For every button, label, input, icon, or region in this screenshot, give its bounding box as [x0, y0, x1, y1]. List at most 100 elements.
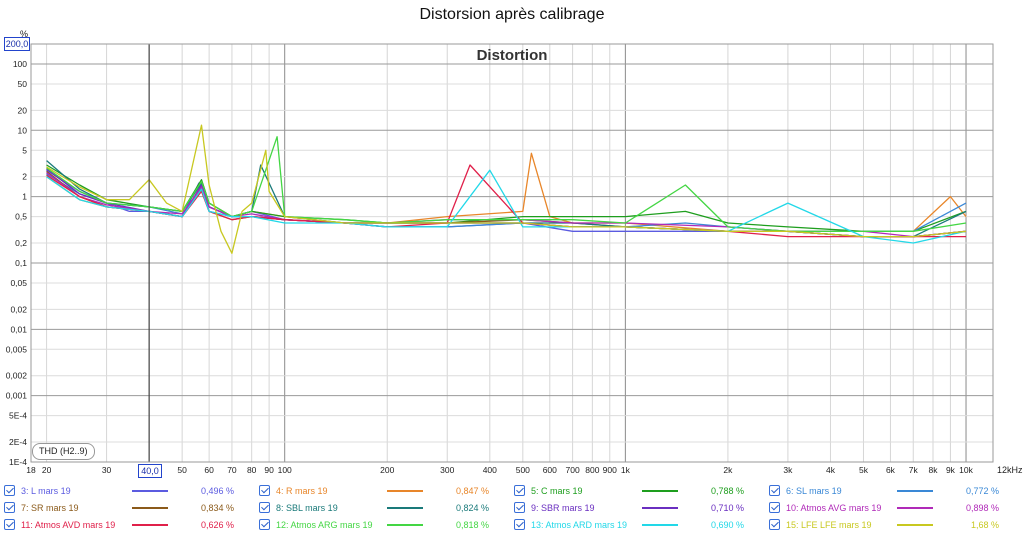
legend-label: 8: SBL mars 19	[276, 503, 338, 513]
legend-value: 0,788 %	[710, 486, 744, 496]
x-tick-label: 10k	[959, 465, 973, 475]
legend-swatch	[387, 524, 423, 526]
legend-swatch	[642, 507, 678, 509]
legend-checkbox[interactable]	[769, 519, 780, 530]
x-tick-label: 2k	[723, 465, 733, 475]
distortion-chart[interactable]: 100 50 20 10 5 2 1 0,5 0,2 0,1 0,05 0,02 0,01 0,005 0,…	[0, 0, 1024, 480]
y-tick-label: 0,01	[10, 324, 27, 334]
legend-swatch	[642, 524, 678, 526]
legend-checkbox[interactable]	[259, 519, 270, 530]
legend-item[interactable]: 5: C mars 19 0,788 %	[514, 483, 754, 499]
legend-checkbox[interactable]	[259, 485, 270, 496]
x-tick-label: 20	[42, 465, 52, 475]
y-tick-label: 0,02	[10, 304, 27, 314]
legend-value: 0,898 %	[965, 503, 999, 513]
y-tick-label: 5	[22, 145, 27, 155]
x-tick-label: 70	[227, 465, 237, 475]
legend-item[interactable]: 9: SBR mars 19 0,710 %	[514, 500, 754, 516]
cursor-readout[interactable]: 40,0	[138, 464, 162, 478]
legend-item[interactable]: 11: Atmos AVD mars 19 0,626 %	[4, 517, 244, 533]
legend-swatch	[897, 507, 933, 509]
y-tick-label: 0,5	[15, 212, 27, 222]
legend-checkbox[interactable]	[769, 502, 780, 513]
y-tick-label: 1	[22, 192, 27, 202]
series-line-11	[46, 169, 967, 244]
y-tick-label: 0,005	[6, 344, 28, 354]
series-line-10	[46, 136, 967, 232]
legend-label: 9: SBR mars 19	[531, 503, 595, 513]
x-tick-label: 80	[247, 465, 257, 475]
y-tick-label: 10	[18, 125, 28, 135]
tick-labels: 100 50 20 10 5 2 1 0,5 0,2 0,1 0,05 0,02 0,01 0,005 0,…	[6, 59, 974, 475]
x-tick-label: 18	[26, 465, 36, 475]
legend-label: 4: R mars 19	[276, 486, 328, 496]
legend-item[interactable]: 7: SR mars 19 0,834 %	[4, 500, 244, 516]
y-tick-label: 5E-4	[9, 411, 27, 421]
legend-swatch	[897, 524, 933, 526]
chart-title: Distortion	[477, 47, 548, 64]
legend: 3: L mars 19 0,496 % 4: R mars 19 0,847 % 5:…	[0, 480, 1024, 544]
legend-item[interactable]: 6: SL mars 19 0,772 %	[769, 483, 1009, 499]
legend-item[interactable]: 8: SBL mars 19 0,824 %	[259, 500, 499, 516]
x-tick-label: 200	[380, 465, 394, 475]
x-tick-label: 9k	[946, 465, 956, 475]
x-tick-label: 90	[264, 465, 274, 475]
legend-value: 0,690 %	[710, 520, 744, 530]
y-tick-label: 0,2	[15, 238, 27, 248]
legend-item[interactable]: 13: Atmos ARD mars 19 0,690 %	[514, 517, 754, 533]
legend-swatch	[897, 490, 933, 492]
legend-label: 7: SR mars 19	[21, 503, 79, 513]
legend-value: 0,824 %	[455, 503, 489, 513]
x-tick-label: 300	[440, 465, 454, 475]
legend-value: 0,818 %	[455, 520, 489, 530]
legend-item[interactable]: 15: LFE LFE mars 19 1,68 %	[769, 517, 1009, 533]
x-tick-label: 800	[585, 465, 599, 475]
plot-frame	[30, 43, 994, 463]
legend-checkbox[interactable]	[4, 502, 15, 513]
legend-checkbox[interactable]	[514, 485, 525, 496]
x-axis-unit: 12kHz	[997, 465, 1023, 475]
y-tick-label: 50	[18, 79, 28, 89]
x-tick-label: 50	[177, 465, 187, 475]
y-tick-label: 0,05	[10, 278, 27, 288]
legend-item[interactable]: 12: Atmos ARG mars 19 0,818 %	[259, 517, 499, 533]
grid	[31, 44, 993, 463]
y-tick-label: 100	[13, 59, 27, 69]
legend-checkbox[interactable]	[514, 519, 525, 530]
x-tick-label: 5k	[859, 465, 869, 475]
legend-label: 11: Atmos AVD mars 19	[21, 520, 116, 530]
legend-label: 10: Atmos AVG mars 19	[786, 503, 882, 513]
legend-swatch	[132, 490, 168, 492]
legend-item[interactable]: 3: L mars 19 0,496 %	[4, 483, 244, 499]
legend-value: 0,496 %	[200, 486, 234, 496]
legend-item[interactable]: 4: R mars 19 0,847 %	[259, 483, 499, 499]
legend-checkbox[interactable]	[769, 485, 780, 496]
x-tick-label: 60	[204, 465, 214, 475]
legend-item[interactable]: 10: Atmos AVG mars 19 0,898 %	[769, 500, 1009, 516]
legend-label: 15: LFE LFE mars 19	[786, 520, 872, 530]
legend-label: 12: Atmos ARG mars 19	[276, 520, 373, 530]
legend-value: 1,68 %	[970, 520, 999, 530]
y-max-readout[interactable]: 200,0	[4, 37, 30, 51]
legend-swatch	[642, 490, 678, 492]
x-tick-label: 7k	[909, 465, 919, 475]
x-tick-label: 500	[516, 465, 530, 475]
legend-checkbox[interactable]	[514, 502, 525, 513]
legend-value: 0,710 %	[710, 503, 744, 513]
legend-checkbox[interactable]	[4, 519, 15, 530]
y-tick-label: 1E-4	[9, 457, 27, 467]
x-tick-label: 700	[566, 465, 580, 475]
x-tick-label: 600	[543, 465, 557, 475]
legend-label: 3: L mars 19	[21, 486, 71, 496]
y-tick-label: 2	[22, 172, 27, 182]
series-line-12	[46, 124, 967, 254]
legend-swatch	[387, 507, 423, 509]
y-tick-label: 0,002	[6, 371, 28, 381]
legend-label: 5: C mars 19	[531, 486, 583, 496]
x-tick-label: 900	[603, 465, 617, 475]
legend-label: 6: SL mars 19	[786, 486, 842, 496]
thd-annotation: THD (H2..9)	[32, 443, 95, 460]
x-tick-label: 30	[102, 465, 112, 475]
legend-checkbox[interactable]	[259, 502, 270, 513]
legend-checkbox[interactable]	[4, 485, 15, 496]
